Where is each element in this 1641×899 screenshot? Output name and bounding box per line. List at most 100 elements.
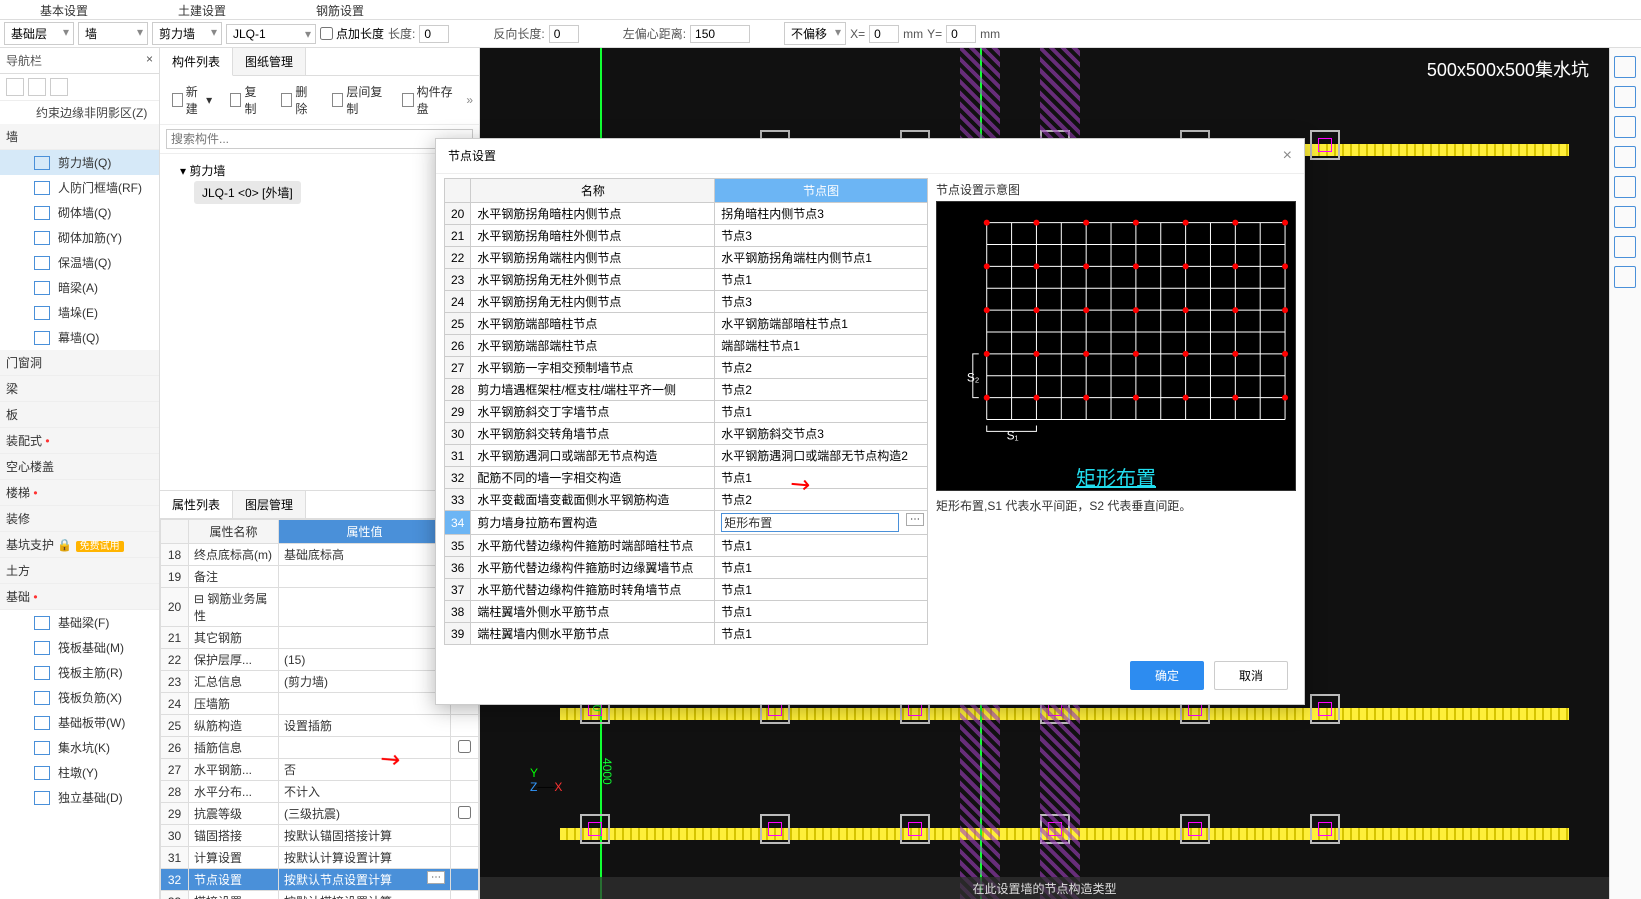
view-icon-1[interactable] xyxy=(6,78,24,96)
ellipsis-button[interactable]: ⋯ xyxy=(906,513,924,526)
dlg-row[interactable]: 32配筋不同的墙一字相交构造节点1 xyxy=(445,467,928,489)
view-icon-3[interactable] xyxy=(50,78,68,96)
tree-child[interactable]: JLQ-1 <0> [外墙] xyxy=(194,181,301,204)
rev-length-value[interactable]: 0 xyxy=(549,25,579,43)
rail-icon-5[interactable] xyxy=(1614,176,1636,198)
dlg-row[interactable]: 37水平筋代替边缘构件箍筋时转角墙节点节点1 xyxy=(445,579,928,601)
dlg-row[interactable]: 24水平钢筋拐角无柱内侧节点节点3 xyxy=(445,291,928,313)
nav-leaf[interactable]: 幕墙(Q) xyxy=(0,325,159,350)
dlg-row[interactable]: 21水平钢筋拐角暗柱外侧节点节点3 xyxy=(445,225,928,247)
cat-select[interactable]: 墙 xyxy=(78,22,148,45)
y-value[interactable]: 0 xyxy=(946,25,976,43)
new-button[interactable]: 新建▾ xyxy=(166,81,218,119)
dlg-row[interactable]: 33水平变截面墙变截面侧水平钢筋构造节点2 xyxy=(445,489,928,511)
nav-leaf[interactable]: 筏板负筋(X) xyxy=(0,685,159,710)
left-offset-value[interactable]: 150 xyxy=(690,25,750,43)
dlg-row[interactable]: 26水平钢筋端部端柱节点端部端柱节点1 xyxy=(445,335,928,357)
save-comp-button[interactable]: 构件存盘 xyxy=(396,81,460,119)
comp-search-input[interactable] xyxy=(166,129,473,149)
dlg-row[interactable]: 38端柱翼墙外侧水平筋节点节点1 xyxy=(445,601,928,623)
dlg-row[interactable]: 36水平筋代替边缘构件箍筋时边缘翼墙节点节点1 xyxy=(445,557,928,579)
dlg-row[interactable]: 30水平钢筋斜交转角墙节点水平钢筋斜交节点3 xyxy=(445,423,928,445)
nav-group[interactable]: 空心楼盖 xyxy=(0,454,159,480)
nav-leaf[interactable]: 墙垛(E) xyxy=(0,300,159,325)
dlg-row[interactable]: 39端柱翼墙内侧水平筋节点节点1 xyxy=(445,623,928,645)
more-icon[interactable]: » xyxy=(466,93,473,107)
dlg-row[interactable]: 28剪力墙遇框架柱/框支柱/端柱平齐一侧节点2 xyxy=(445,379,928,401)
dlg-row[interactable]: 35水平筋代替边缘构件箍筋时端部暗柱节点节点1 xyxy=(445,535,928,557)
rail-icon-4[interactable] xyxy=(1614,146,1636,168)
tree-parent[interactable]: ▾ 剪力墙 xyxy=(170,160,469,181)
nav-leaf[interactable]: 筏板主筋(R) xyxy=(0,660,159,685)
nav-group[interactable]: 楼梯 • xyxy=(0,480,159,506)
x-value[interactable]: 0 xyxy=(869,25,899,43)
tab-layer[interactable]: 图层管理 xyxy=(233,491,306,518)
prop-row[interactable]: 28水平分布...不计入 xyxy=(161,781,479,803)
nav-leaf[interactable]: 独立基础(D) xyxy=(0,785,159,810)
prop-row[interactable]: 26插筋信息 xyxy=(161,737,479,759)
rail-icon-6[interactable] xyxy=(1614,206,1636,228)
prop-row[interactable]: 25纵筋构造设置插筋 xyxy=(161,715,479,737)
nav-leaf[interactable]: 集水坑(K) xyxy=(0,735,159,760)
prop-row[interactable]: 33搭接设置按默认搭接设置计算 xyxy=(161,891,479,899)
view-icon-2[interactable] xyxy=(28,78,46,96)
nav-leaf[interactable]: 柱墩(Y) xyxy=(0,760,159,785)
prop-row[interactable]: 19备注 xyxy=(161,566,479,588)
dlg-row[interactable]: 20水平钢筋拐角暗柱内侧节点拐角暗柱内侧节点3 xyxy=(445,203,928,225)
nav-group[interactable]: 基坑支护 🔒 免费试用 xyxy=(0,532,159,558)
rail-icon-8[interactable] xyxy=(1614,266,1636,288)
nav-leaf[interactable]: 砌体墙(Q) xyxy=(0,200,159,225)
nav-group[interactable]: 装修 xyxy=(0,506,159,532)
tab-rebar[interactable]: 钢筋设置 xyxy=(276,0,414,19)
tab-basic[interactable]: 基本设置 xyxy=(0,0,138,19)
dlg-row[interactable]: 27水平钢筋一字相交预制墙节点节点2 xyxy=(445,357,928,379)
tab-comp-list[interactable]: 构件列表 xyxy=(160,48,233,76)
tab-prop-list[interactable]: 属性列表 xyxy=(160,491,233,518)
dlg-row[interactable]: 22水平钢筋拐角端柱内侧节点水平钢筋拐角端柱内侧节点1 xyxy=(445,247,928,269)
nav-leaf[interactable]: 基础梁(F) xyxy=(0,610,159,635)
prop-row[interactable]: 32节点设置按默认节点设置计算⋯ xyxy=(161,869,479,891)
rail-icon-3[interactable] xyxy=(1614,116,1636,138)
nav-group[interactable]: 板 xyxy=(0,402,159,428)
ok-button[interactable]: 确定 xyxy=(1130,661,1204,690)
floor-select[interactable]: 基础层 xyxy=(4,22,74,45)
nav-group[interactable]: 基础 • xyxy=(0,584,159,610)
prop-row[interactable]: 24压墙筋 xyxy=(161,693,479,715)
prop-row[interactable]: 20⊟ 钢筋业务属性 xyxy=(161,588,479,627)
comp-select[interactable]: JLQ-1 xyxy=(226,24,316,44)
rail-icon-1[interactable] xyxy=(1614,56,1636,78)
nav-leaf[interactable]: 暗梁(A) xyxy=(0,275,159,300)
prop-row[interactable]: 30锚固搭接按默认锚固搭接计算 xyxy=(161,825,479,847)
rail-icon-7[interactable] xyxy=(1614,236,1636,258)
dlg-row[interactable]: 25水平钢筋端部暗柱节点水平钢筋端部暗柱节点1 xyxy=(445,313,928,335)
prop-row[interactable]: 21其它钢筋 xyxy=(161,627,479,649)
nav-leaf[interactable]: 人防门框墙(RF) xyxy=(0,175,159,200)
nav-leaf[interactable]: 砌体加筋(Y) xyxy=(0,225,159,250)
length-value[interactable]: 0 xyxy=(419,25,449,43)
dlg-row[interactable]: 34剪力墙身拉筋布置构造矩形布置⋯ xyxy=(445,511,928,535)
add-length-check[interactable]: 点加长度 xyxy=(320,25,384,42)
ellipsis-button[interactable]: ⋯ xyxy=(427,871,445,884)
nav-leaf[interactable]: 保温墙(Q) xyxy=(0,250,159,275)
nav-item-constraint[interactable]: 约束边缘非阴影区(Z) xyxy=(0,101,159,124)
prop-row[interactable]: 27水平钢筋...否 xyxy=(161,759,479,781)
nav-group[interactable]: 梁 xyxy=(0,376,159,402)
nav-leaf[interactable]: 筏板基础(M) xyxy=(0,635,159,660)
nav-group[interactable]: 门窗洞 xyxy=(0,350,159,376)
dlg-row[interactable]: 31水平钢筋遇洞口或端部无节点构造水平钢筋遇洞口或端部无节点构造2 xyxy=(445,445,928,467)
prop-row[interactable]: 29抗震等级(三级抗震) xyxy=(161,803,479,825)
copy-button[interactable]: 复制 xyxy=(224,81,269,119)
type-select[interactable]: 剪力墙 xyxy=(152,22,222,45)
prop-row[interactable]: 31计算设置按默认计算设置计算 xyxy=(161,847,479,869)
nav-group[interactable]: 土方 xyxy=(0,558,159,584)
rail-icon-2[interactable] xyxy=(1614,86,1636,108)
prop-row[interactable]: 23汇总信息(剪力墙) xyxy=(161,671,479,693)
cancel-button[interactable]: 取消 xyxy=(1214,661,1288,690)
dlg-row[interactable]: 23水平钢筋拐角无柱外侧节点节点1 xyxy=(445,269,928,291)
close-icon[interactable]: × xyxy=(1283,147,1292,165)
floor-copy-button[interactable]: 层间复制 xyxy=(326,81,390,119)
prop-row[interactable]: 22保护层厚...(15) xyxy=(161,649,479,671)
nav-group[interactable]: 墙 xyxy=(0,124,159,150)
tab-civil[interactable]: 土建设置 xyxy=(138,0,276,19)
nav-leaf[interactable]: 剪力墙(Q) xyxy=(0,150,159,175)
